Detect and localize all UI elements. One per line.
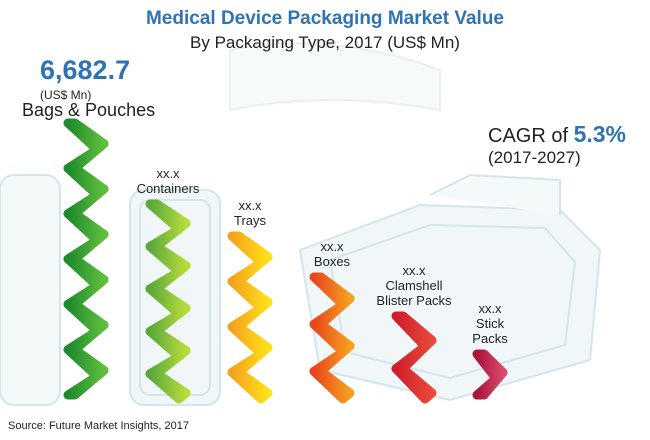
- cagr-text: CAGR of 5.3%: [488, 121, 626, 148]
- ribbon-bar-2: [227, 231, 273, 404]
- cagr-period: (2017-2027): [488, 148, 581, 167]
- ribbon-fold: [391, 364, 437, 404]
- chart-title: Medical Device Packaging Market Value: [145, 8, 504, 29]
- bar-category-label: Clamshell: [385, 278, 443, 293]
- ribbon-fold: [227, 367, 273, 404]
- cagr-value: 5.3%: [573, 121, 627, 147]
- cagr-prefix: CAGR of: [488, 125, 574, 147]
- highlight-unit: (US$ Mn): [40, 88, 92, 102]
- source-note: Source: Future Market Insights, 2017: [8, 420, 189, 432]
- bar-category-label: Stick: [475, 316, 505, 331]
- bar-category-label: Blister Packs: [376, 293, 452, 308]
- ribbon-fold: [309, 366, 355, 404]
- bar-category-label: Boxes: [313, 254, 351, 269]
- ribbon-fold: [145, 369, 191, 404]
- bar-value-label: xx.x: [320, 239, 344, 254]
- bar-value-label: xx.x: [238, 198, 262, 213]
- bar-value-label: xx.x: [156, 166, 180, 181]
- bar-category-label: Bags & Pouches: [22, 100, 156, 120]
- ribbon-bar-5: [472, 349, 508, 400]
- bar-category-label: Packs: [472, 331, 508, 346]
- ribbon-bar-1: [145, 199, 191, 404]
- ribbon-bar-3: [309, 272, 355, 404]
- bar-category-label: Containers: [136, 181, 200, 196]
- bar-value-label: xx.x: [478, 301, 502, 316]
- bar-value-label: xx.x: [402, 263, 426, 278]
- ribbon-bar-4: [391, 311, 437, 404]
- bar-category-label: Trays: [233, 213, 267, 228]
- ribbon-fold: [63, 365, 109, 400]
- chart-subtitle: By Packaging Type, 2017 (US$ Mn): [190, 33, 460, 52]
- highlight-value: 6,682.7: [40, 55, 131, 85]
- ribbon-fold: [472, 368, 508, 400]
- ribbon-bar-0: [63, 118, 109, 400]
